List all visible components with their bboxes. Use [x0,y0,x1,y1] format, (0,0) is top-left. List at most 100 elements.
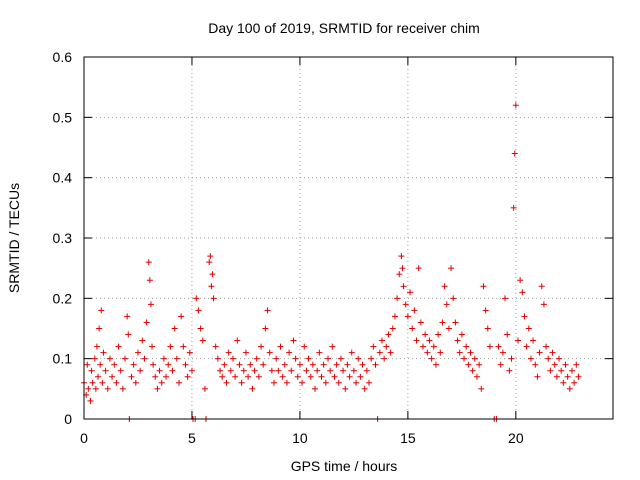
data-point [471,355,478,362]
data-point [119,385,126,392]
data-point [558,367,565,374]
data-point [149,343,156,350]
data-point [439,319,446,326]
data-point [281,361,288,368]
data-point [294,373,301,380]
data-point [400,283,407,290]
data-point [532,361,539,368]
data-point [117,367,124,374]
data-point [527,355,534,362]
data-point [275,367,282,374]
data-point [525,325,532,332]
data-point [322,379,329,386]
data-point [98,307,105,314]
data-point [448,265,455,272]
x-tick-label: 15 [400,430,416,446]
data-point [288,367,295,374]
data-point [437,349,444,356]
data-point [553,373,560,380]
chart-title: Day 100 of 2019, SRMTID for receiver chi… [208,20,480,36]
data-point [551,361,558,368]
data-point [217,367,224,374]
data-point [316,349,323,356]
data-point [154,385,161,392]
data-point [229,355,236,362]
data-point [502,295,509,302]
data-point [262,325,269,332]
data-point [193,295,200,302]
data-point [504,331,511,338]
data-point [290,337,297,344]
y-tick-label: 0.2 [53,290,73,306]
data-point [93,343,100,350]
data-point [353,379,360,386]
data-point [85,385,92,392]
data-point [195,307,202,314]
data-point [314,367,321,374]
data-point [247,361,254,368]
data-point [422,331,429,338]
data-point [389,325,396,332]
data-point [506,367,513,374]
data-point [128,373,135,380]
data-point [210,295,217,302]
data-point [88,367,95,374]
data-point [115,343,122,350]
data-point [147,301,154,308]
data-point [156,367,163,374]
data-point [99,379,106,386]
data-point [303,367,310,374]
data-point [538,283,545,290]
data-point [320,361,327,368]
data-point [344,361,351,368]
data-point [359,361,366,368]
data-point [484,325,491,332]
data-point [249,385,256,392]
data-point [238,379,245,386]
data-point [355,355,362,362]
data-point [473,373,480,380]
data-point [160,355,167,362]
data-point [376,349,383,356]
data-point [232,373,239,380]
data-point [480,283,487,290]
data-point [182,361,189,368]
data-point [171,325,178,332]
data-point [100,349,107,356]
data-point [346,373,353,380]
data-point [335,379,342,386]
data-point [566,385,573,392]
data-point [564,373,571,380]
data-point [143,319,150,326]
data-point [391,313,398,320]
data-point [415,265,422,272]
data-point [517,277,524,284]
data-point [497,361,504,368]
data-point [450,295,457,302]
data-point [106,355,113,362]
data-point [104,385,111,392]
data-point [286,349,293,356]
data-point [301,343,308,350]
x-tick-label: 10 [292,430,308,446]
data-point [478,385,485,392]
data-point [534,373,541,380]
data-point [417,319,424,326]
data-point [169,367,176,374]
data-point [398,253,405,260]
data-point [209,271,216,278]
x-tick-label: 5 [188,430,196,446]
data-point [132,379,139,386]
data-point [165,361,172,368]
data-point [511,150,518,157]
data-point [495,343,502,350]
data-point [271,379,278,386]
x-tick-label: 20 [508,430,524,446]
data-point [419,343,426,350]
data-point [251,367,258,374]
y-tick-label: 0.1 [53,351,73,367]
data-point [124,313,131,320]
data-point [383,343,390,350]
data-point [234,337,241,344]
